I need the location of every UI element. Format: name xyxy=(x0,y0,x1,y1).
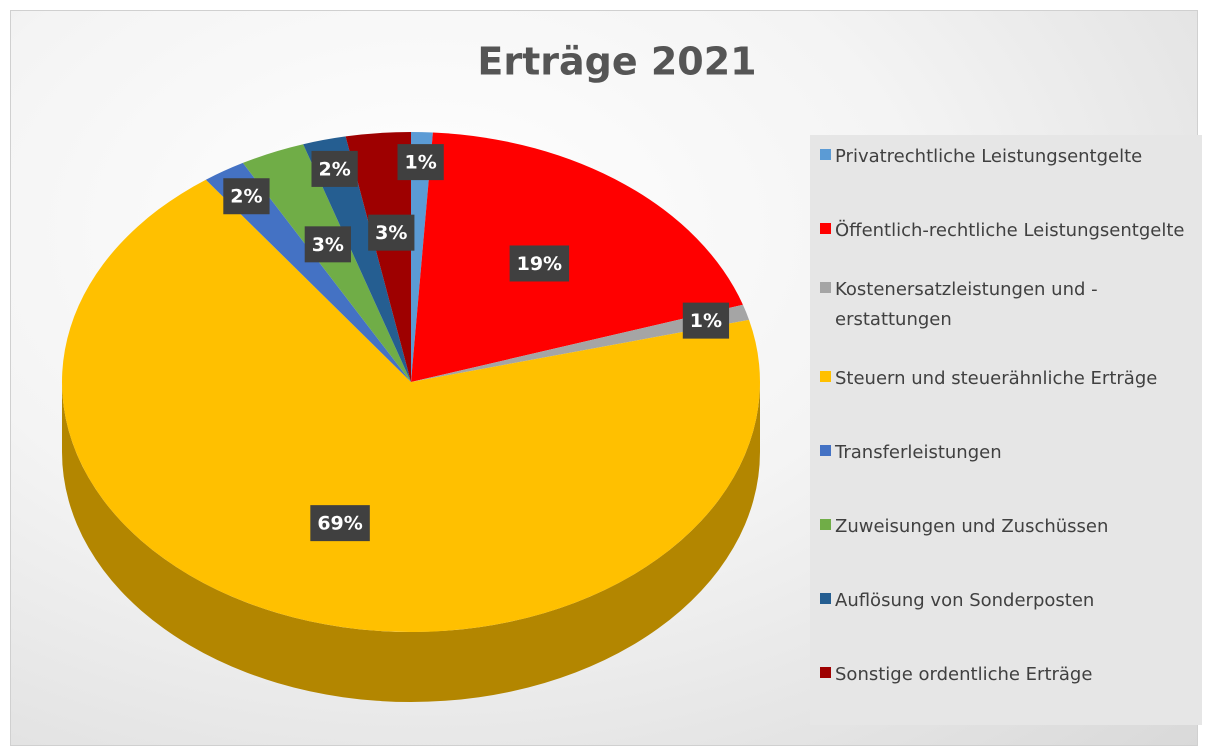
slice xyxy=(303,136,411,382)
legend-swatch xyxy=(820,282,831,293)
data-label-box xyxy=(368,214,415,251)
legend-swatch xyxy=(820,223,831,234)
legend-label: Transferleistungen xyxy=(835,442,1002,463)
legend-label: Öffentlich-rechtliche Leistungsentgelte xyxy=(835,220,1185,241)
data-label-box xyxy=(311,150,358,187)
legend-item: Privatrechtliche Leistungsentgelte xyxy=(820,142,1190,172)
data-label: 2% xyxy=(311,150,358,187)
legend-swatch xyxy=(820,445,831,456)
data-label: 1% xyxy=(682,302,730,339)
data-label: 1% xyxy=(397,144,444,181)
legend-label: Privatrechtliche Leistungsentgelte xyxy=(835,146,1143,167)
data-label-box xyxy=(310,505,370,542)
legend-item: Kostenersatzleistungen und -erstattungen xyxy=(820,275,1190,335)
data-label: 69% xyxy=(310,505,370,542)
data-label-text: 3% xyxy=(375,222,407,244)
chart-title: Erträge 2021 xyxy=(477,40,756,84)
legend-swatch xyxy=(820,371,831,382)
legend-label: Sonstige ordentliche Erträge xyxy=(835,664,1093,685)
slice-side xyxy=(62,382,760,702)
legend-item: Sonstige ordentliche Erträge xyxy=(820,660,1190,690)
data-label-text: 2% xyxy=(318,158,350,180)
legend-item: Öffentlich-rechtliche Leistungsentgelte xyxy=(820,216,1190,246)
slice xyxy=(242,144,411,382)
legend-label: Zuweisungen und Zuschüssen xyxy=(835,516,1109,537)
legend-item: Transferleistungen xyxy=(820,438,1190,468)
data-label-box xyxy=(682,302,730,339)
legend: Privatrechtliche Leistungsentgelte Öffent… xyxy=(810,135,1202,725)
slice xyxy=(205,162,411,382)
slice xyxy=(411,132,743,382)
data-label-box xyxy=(397,144,444,181)
data-label-box xyxy=(223,178,270,215)
legend-label: Steuern und steuerähnliche Erträge xyxy=(835,368,1158,389)
legend-swatch xyxy=(820,667,831,678)
data-label-text: 2% xyxy=(230,186,262,208)
data-label: 2% xyxy=(223,178,270,215)
data-label: 3% xyxy=(304,226,351,263)
data-label-text: 1% xyxy=(405,152,437,174)
data-label-box xyxy=(304,226,351,263)
data-label: 3% xyxy=(368,214,415,251)
legend-swatch xyxy=(820,149,831,160)
data-label-text: 1% xyxy=(690,310,722,332)
data-label-text: 3% xyxy=(312,234,344,256)
data-label-text: 19% xyxy=(517,253,562,275)
slice xyxy=(411,132,433,382)
slice xyxy=(62,179,761,632)
legend-swatch xyxy=(820,593,831,604)
data-label-box xyxy=(509,245,570,282)
slice xyxy=(411,304,750,382)
legend-swatch xyxy=(820,519,831,530)
legend-item: Auflösung von Sonderposten xyxy=(820,586,1190,616)
legend-item: Steuern und steuerähnliche Erträge xyxy=(820,364,1190,394)
legend-label: Kostenersatzleistungen und -erstattungen xyxy=(835,279,1098,330)
slice xyxy=(345,132,411,382)
data-label-text: 69% xyxy=(317,513,362,535)
data-label: 19% xyxy=(509,245,570,282)
legend-label: Auflösung von Sonderposten xyxy=(835,590,1095,611)
legend-item: Zuweisungen und Zuschüssen xyxy=(820,512,1190,542)
